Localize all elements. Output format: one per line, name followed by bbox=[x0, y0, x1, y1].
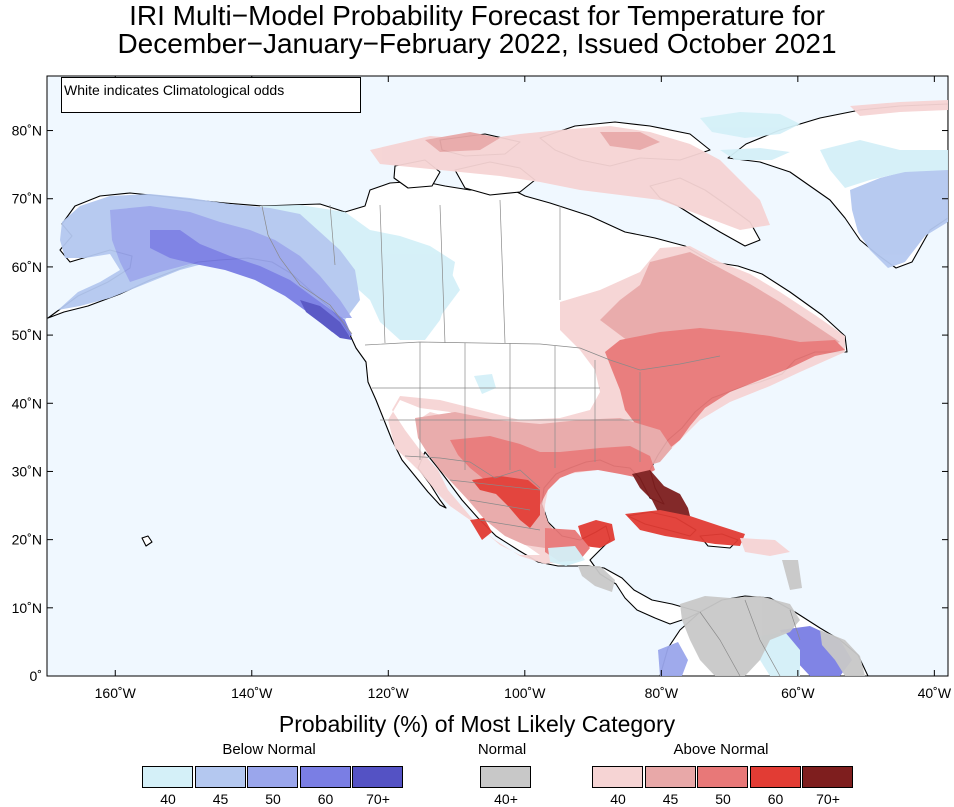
above-normal-label: Above Normal bbox=[673, 741, 769, 758]
below-normal-tick-label: 70+ bbox=[366, 791, 390, 807]
lat-tick-label: 30˚N bbox=[12, 463, 42, 479]
lat-tick-label: 80˚N bbox=[12, 123, 42, 139]
below-40-arctic-ocean bbox=[700, 112, 800, 138]
below-40-greenland-north bbox=[820, 140, 948, 188]
below-normal-tick-label: 50 bbox=[265, 791, 281, 807]
normal-tick-label: 40+ bbox=[494, 791, 518, 807]
normal-central-america bbox=[578, 566, 615, 592]
above-normal-swatch-4 bbox=[749, 766, 801, 788]
below-45-greenland bbox=[850, 168, 948, 268]
below-normal-tick-label: 40 bbox=[160, 791, 176, 807]
above-normal-swatch-5 bbox=[802, 766, 853, 788]
below-40-south-america bbox=[760, 632, 800, 676]
above-45-arctic bbox=[425, 132, 500, 152]
above-normal-tick-label: 70+ bbox=[816, 791, 840, 807]
below-normal-label: Below Normal bbox=[222, 741, 316, 758]
hawaii-island bbox=[141, 535, 153, 547]
mexico-state-lines bbox=[449, 479, 541, 531]
below-normal-swatch-3 bbox=[247, 766, 298, 788]
above-40-arctic bbox=[370, 126, 770, 230]
lat-tick-label: 0˚ bbox=[30, 668, 42, 684]
canada-alaska-border bbox=[261, 205, 353, 335]
above-45-arctic-east bbox=[600, 132, 660, 150]
legend-title: Probability (%) of Most Likely Category bbox=[278, 711, 676, 737]
lon-tick-label: 100˚W bbox=[504, 685, 546, 701]
above-normal-swatch-2 bbox=[644, 766, 696, 788]
below-70-pacific-coast bbox=[300, 300, 352, 340]
normal-caribbean-east bbox=[782, 560, 802, 590]
above-70-florida bbox=[632, 470, 692, 526]
lon-tick-label: 160˚W bbox=[95, 685, 137, 701]
above-40-caribbean-east bbox=[740, 538, 790, 556]
lat-tick-label: 50˚N bbox=[12, 327, 42, 343]
above-normal-tick-label: 50 bbox=[715, 791, 731, 807]
below-40-canada-interior bbox=[380, 262, 460, 338]
below-60-alaska-panhandle bbox=[150, 230, 352, 336]
below-normal-tick-label: 60 bbox=[317, 791, 334, 807]
above-normal-tick-label: 45 bbox=[662, 791, 679, 807]
lat-tick-label: 70˚N bbox=[12, 191, 42, 207]
map-title-line-1: IRI Multi−Model Probability Forecast for… bbox=[129, 0, 825, 31]
above-60-mexico bbox=[472, 476, 540, 528]
above-60-caribbean bbox=[625, 510, 745, 546]
south-america-borders bbox=[699, 599, 801, 676]
normal-swatch-1 bbox=[480, 766, 531, 788]
above-60-yucatan bbox=[578, 520, 615, 548]
below-50-ecuador bbox=[658, 642, 688, 676]
above-normal-swatch-1 bbox=[592, 766, 643, 788]
below-40-arctic-ocean-2 bbox=[720, 148, 790, 160]
above-normal-swatch-3 bbox=[697, 766, 748, 788]
normal-label: Normal bbox=[477, 741, 527, 758]
canada-province-lines bbox=[329, 199, 561, 344]
climatology-note-text: White indicates Climatological odds bbox=[64, 82, 285, 98]
above-60-west-mexico bbox=[470, 518, 492, 540]
lon-tick-label: 60˚W bbox=[781, 685, 815, 701]
lat-tick-label: 20˚N bbox=[12, 532, 42, 548]
below-normal-swatch-2 bbox=[194, 766, 246, 788]
lon-tick-label: 120˚W bbox=[368, 685, 410, 701]
below-40-us-plains bbox=[474, 374, 496, 394]
above-40-greenland-arctic bbox=[850, 100, 948, 116]
below-normal-swatch-4 bbox=[299, 766, 351, 788]
lat-tick-label: 60˚N bbox=[12, 259, 42, 275]
above-normal-tick-label: 40 bbox=[610, 791, 626, 807]
lat-tick-label: 10˚N bbox=[12, 600, 42, 616]
lon-tick-label: 40˚W bbox=[918, 685, 952, 701]
climatology-note: White indicates Climatological odds bbox=[61, 77, 361, 113]
normal-south-america-east bbox=[820, 630, 865, 676]
above-normal-tick-label: 60 bbox=[767, 791, 784, 807]
below-40-central-america bbox=[548, 546, 585, 566]
below-normal-swatch-5 bbox=[352, 766, 403, 788]
us-state-lines bbox=[372, 342, 641, 470]
us-mexico-border bbox=[404, 455, 541, 489]
map-title-line-2: December−January−February 2022, Issued O… bbox=[117, 28, 837, 59]
lon-tick-label: 80˚W bbox=[645, 685, 679, 701]
lat-tick-label: 40˚N bbox=[12, 395, 42, 411]
lon-tick-label: 140˚W bbox=[231, 685, 273, 701]
normal-south-america bbox=[680, 596, 800, 676]
below-normal-swatch-1 bbox=[142, 766, 193, 788]
below-normal-tick-label: 45 bbox=[212, 791, 229, 807]
above-50-northeast bbox=[605, 328, 845, 452]
us-canada-border bbox=[364, 341, 721, 371]
